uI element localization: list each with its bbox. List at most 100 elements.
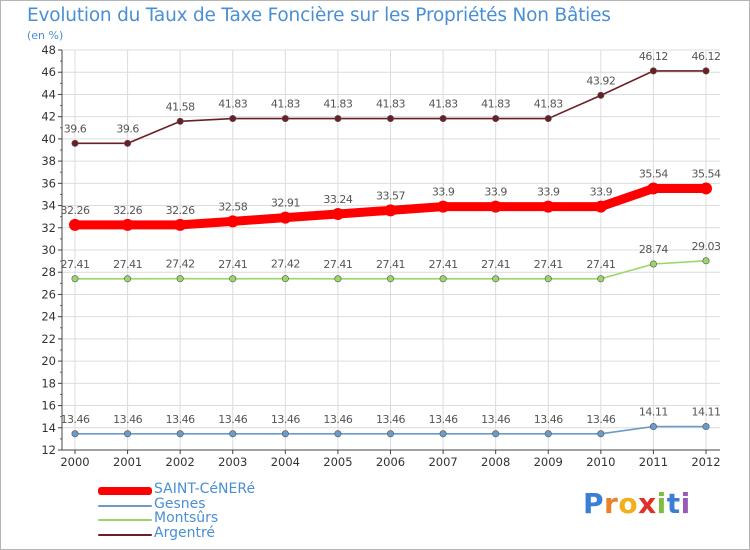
y-tick-label: 46	[41, 65, 56, 79]
data-label: 13.46	[271, 413, 300, 426]
y-tick-label: 20	[41, 354, 56, 368]
data-label: 32.91	[271, 197, 300, 210]
data-point	[649, 67, 657, 75]
legend-label: SAINT-CéNERé	[154, 481, 256, 497]
data-label: 33.9	[484, 186, 507, 199]
data-point	[334, 430, 342, 438]
chart-title: Evolution du Taux de Taxe Foncière sur l…	[27, 5, 611, 26]
data-label: 28.74	[639, 243, 668, 256]
data-point	[597, 91, 605, 99]
data-point	[649, 260, 657, 268]
data-label: 13.46	[429, 413, 458, 426]
data-point	[437, 200, 450, 213]
y-tick-label: 18	[41, 376, 56, 390]
x-tick-label: 2000	[60, 455, 89, 469]
data-label: 13.46	[586, 413, 615, 426]
data-point	[226, 215, 239, 228]
logo-letter: x	[638, 487, 657, 520]
data-label: 13.46	[376, 413, 405, 426]
data-point	[492, 275, 500, 283]
x-tick-label: 2005	[323, 455, 352, 469]
data-point	[121, 218, 134, 231]
data-point	[492, 115, 500, 123]
data-label: 41.83	[481, 98, 510, 111]
data-label: 27.41	[534, 258, 563, 271]
data-label: 41.83	[534, 98, 563, 111]
x-tick-label: 2002	[166, 455, 195, 469]
data-point	[71, 139, 79, 147]
data-point	[649, 423, 657, 431]
data-label: 27.41	[376, 258, 405, 271]
data-label: 27.42	[271, 258, 300, 271]
data-label: 33.9	[537, 186, 560, 199]
data-point	[702, 257, 710, 265]
data-point	[702, 423, 710, 431]
data-label: 41.83	[376, 98, 405, 111]
data-point	[176, 275, 184, 283]
data-point	[702, 67, 710, 75]
data-point	[647, 182, 660, 195]
data-label: 35.54	[692, 167, 721, 180]
y-tick-label: 30	[41, 243, 56, 257]
data-label: 27.42	[166, 258, 195, 271]
data-label: 33.57	[376, 189, 405, 202]
data-point	[229, 115, 237, 123]
legend-swatch	[98, 487, 152, 495]
data-label: 39.6	[116, 122, 139, 135]
data-label: 32.26	[113, 204, 142, 217]
data-point	[384, 204, 397, 217]
data-label: 39.6	[64, 122, 87, 135]
data-label: 27.41	[429, 258, 458, 271]
data-point	[594, 200, 607, 213]
x-tick-label: 2012	[691, 455, 720, 469]
legend-label: Montsûrs	[154, 510, 219, 526]
x-tick-label: 2011	[639, 455, 668, 469]
data-label: 41.83	[323, 98, 352, 111]
y-tick-label: 38	[41, 154, 56, 168]
logo-letter: i	[656, 487, 667, 520]
data-point	[386, 430, 394, 438]
data-point	[334, 115, 342, 123]
logo-letter: P	[583, 487, 605, 520]
data-point	[71, 430, 79, 438]
data-point	[489, 200, 502, 213]
data-label: 13.46	[323, 413, 352, 426]
data-point	[331, 208, 344, 220]
data-label: 33.9	[590, 186, 613, 199]
y-tick-label: 48	[41, 43, 56, 57]
data-label: 46.12	[639, 50, 668, 63]
data-point	[544, 115, 552, 123]
logo-letter: t	[666, 487, 681, 520]
data-label: 27.41	[586, 258, 615, 271]
x-tick-label: 2001	[113, 455, 142, 469]
data-label: 41.58	[166, 100, 195, 113]
data-label: 32.26	[61, 204, 90, 217]
data-label: 27.41	[481, 258, 510, 271]
logo-letter: r	[604, 487, 619, 520]
data-label: 43.92	[586, 74, 615, 87]
data-label: 35.54	[639, 167, 668, 180]
data-label: 13.46	[218, 413, 247, 426]
unit-label: (en %)	[27, 29, 64, 42]
data-point	[229, 275, 237, 283]
data-point	[439, 115, 447, 123]
data-point	[71, 275, 79, 283]
data-point	[386, 275, 394, 283]
data-label: 13.46	[61, 413, 90, 426]
data-label: 13.46	[166, 413, 195, 426]
data-label: 27.41	[113, 258, 142, 271]
data-label: 41.83	[429, 98, 458, 111]
logo-letter: o	[618, 487, 639, 520]
x-tick-label: 2003	[218, 455, 247, 469]
data-point	[700, 182, 712, 195]
data-point	[334, 275, 342, 283]
data-point	[281, 115, 289, 123]
data-label: 14.11	[692, 406, 721, 419]
data-point	[229, 430, 237, 438]
y-tick-label: 42	[41, 110, 56, 124]
x-tick-label: 2004	[271, 455, 300, 469]
data-point	[439, 275, 447, 283]
x-tick-label: 2008	[481, 455, 510, 469]
data-label: 13.46	[113, 413, 142, 426]
